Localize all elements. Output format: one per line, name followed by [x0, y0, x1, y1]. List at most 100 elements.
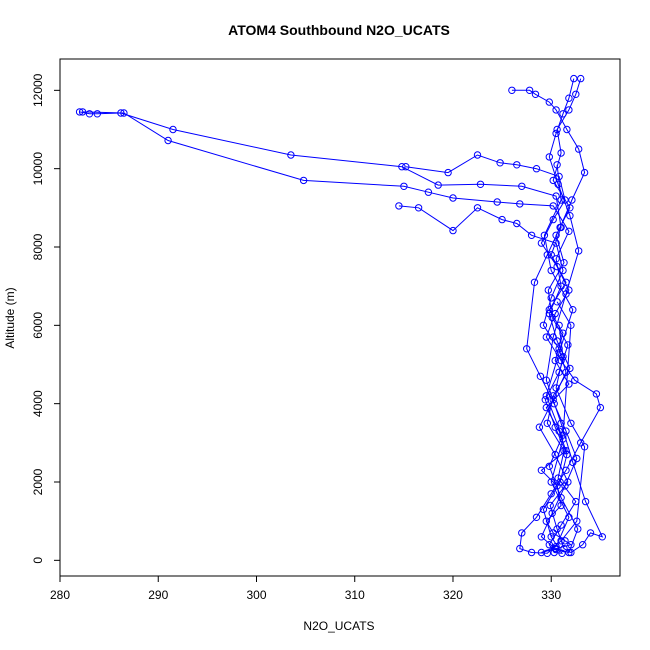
data-point: [546, 501, 554, 510]
x-axis-label: N2O_UCATS: [303, 619, 374, 633]
data-point: [508, 86, 516, 95]
x-axis: 280 290 300 310 320 330: [50, 575, 580, 602]
data-point: [532, 165, 541, 173]
data-point: [444, 168, 452, 177]
data-point: [553, 125, 561, 134]
data-point: [547, 533, 555, 541]
data-point: [553, 262, 561, 271]
data-point: [561, 537, 569, 545]
series-line: [511, 89, 586, 554]
data-point: [549, 333, 557, 341]
x-tick-label: 310: [345, 588, 365, 602]
data-point: [424, 188, 433, 196]
data-point: [164, 136, 172, 145]
data-point: [572, 90, 580, 99]
data-point: [549, 202, 557, 210]
data-point: [535, 423, 544, 431]
plot-frame: [59, 58, 621, 577]
data-point: [571, 376, 579, 384]
data-point: [434, 181, 442, 189]
data-point: [402, 163, 410, 171]
data-point: [557, 537, 565, 545]
data-point: [566, 212, 574, 220]
data-point: [592, 390, 601, 398]
data-point: [551, 309, 559, 318]
data-point: [542, 392, 550, 400]
data-point: [547, 266, 555, 275]
y-tick-label: 2000: [31, 468, 45, 495]
x-tick-label: 330: [541, 588, 561, 602]
data-point: [536, 372, 545, 380]
data-point: [567, 419, 575, 427]
data-point: [565, 106, 573, 114]
data-point: [570, 74, 578, 83]
data-point: [493, 198, 501, 206]
data-point: [552, 129, 560, 138]
data-point: [565, 94, 573, 102]
data-point: [561, 196, 569, 204]
data-point: [498, 215, 506, 224]
data-point: [518, 529, 526, 537]
data-point: [565, 380, 573, 388]
data-point: [518, 182, 526, 191]
data-point: [414, 204, 423, 212]
data-point: [567, 321, 575, 329]
data-point: [552, 192, 560, 200]
data-point: [525, 86, 534, 95]
x-tick-label: 300: [246, 588, 266, 602]
data-point: [577, 74, 585, 83]
data-point: [537, 239, 546, 247]
series-line: [79, 111, 574, 553]
data-point: [542, 376, 550, 384]
data-point: [541, 396, 549, 404]
data-point: [93, 110, 102, 118]
data-point: [559, 110, 567, 118]
data-point: [537, 466, 546, 474]
data-point: [169, 125, 177, 134]
data-point: [299, 176, 308, 185]
data-point: [513, 219, 521, 228]
data-point: [543, 419, 551, 427]
data-point: [569, 458, 577, 467]
data-point: [551, 423, 559, 431]
x-tick-label: 320: [443, 588, 463, 602]
data-point: [557, 149, 565, 157]
data-point: [527, 231, 536, 240]
series-group: [508, 86, 589, 557]
data-point: [551, 544, 559, 553]
data-point: [568, 196, 576, 204]
data-point: [547, 478, 555, 486]
data-point: [532, 513, 541, 521]
data-point: [398, 163, 406, 171]
data-point: [579, 541, 587, 549]
data-point: [530, 278, 539, 286]
y-tick-label: 4000: [31, 390, 45, 417]
data-point: [586, 529, 595, 537]
data-point: [473, 204, 482, 212]
data-point: [473, 151, 482, 159]
series-line: [398, 78, 604, 554]
data-point: [552, 106, 560, 114]
data-point: [516, 200, 524, 208]
data-point: [395, 202, 403, 210]
data-point: [449, 226, 457, 235]
data-point: [557, 356, 565, 365]
data-point: [551, 450, 559, 459]
data-point: [545, 98, 553, 106]
data-point: [553, 525, 561, 533]
data-point: [555, 427, 563, 435]
data-point: [543, 251, 551, 259]
data-point: [552, 255, 560, 263]
data-point: [555, 172, 563, 181]
data-point: [575, 145, 583, 153]
data-point: [557, 494, 565, 502]
data-point: [496, 159, 504, 167]
data-point: [449, 194, 457, 202]
data-point: [545, 462, 553, 470]
data-point: [569, 306, 577, 314]
data-point: [78, 108, 87, 116]
x-tick-label: 290: [148, 588, 168, 602]
data-point: [516, 544, 524, 553]
data-point: [556, 223, 564, 232]
